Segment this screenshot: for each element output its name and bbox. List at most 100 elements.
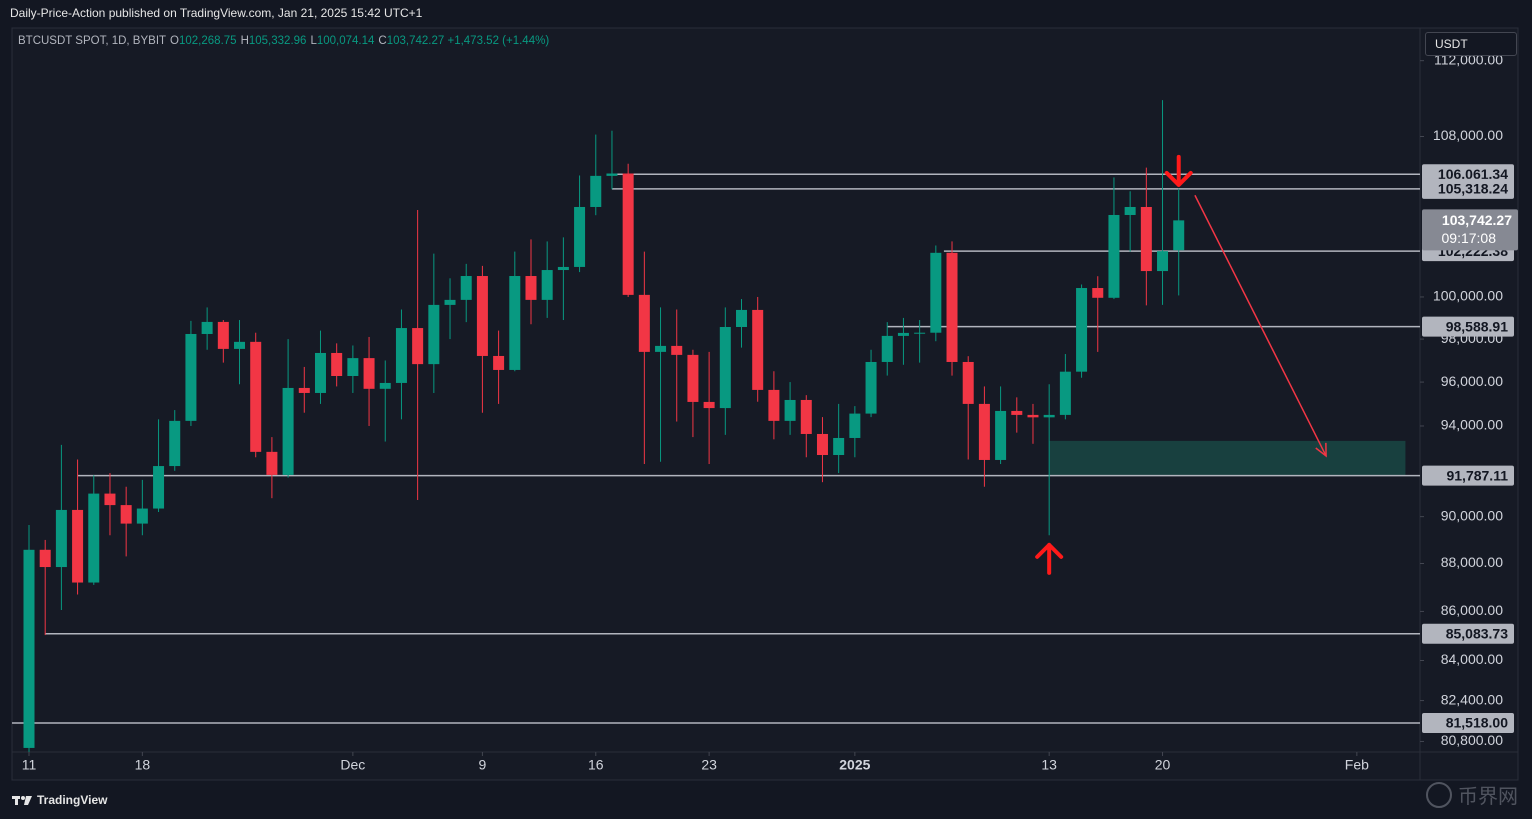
candle-body xyxy=(1173,220,1185,251)
candle-body xyxy=(428,304,440,365)
y-tick-label: 82,400.00 xyxy=(1441,691,1503,707)
candle-body xyxy=(574,206,586,267)
candle-body xyxy=(234,341,246,349)
brand: TradingView xyxy=(12,793,107,807)
projection-head xyxy=(1315,442,1327,458)
candle-body xyxy=(153,466,165,509)
level-label-box xyxy=(1422,465,1514,486)
candle-body xyxy=(622,173,634,295)
x-tick-label: 2025 xyxy=(839,757,870,773)
level-label: 91,787.11 xyxy=(1446,467,1508,483)
brand-name: TradingView xyxy=(37,793,108,807)
candle-body xyxy=(914,332,926,334)
candle-body xyxy=(120,505,132,524)
candle-body xyxy=(784,399,796,421)
candle-body xyxy=(590,175,602,207)
candle-body xyxy=(897,332,909,336)
chart-panel xyxy=(11,27,1519,781)
candle-body xyxy=(930,252,942,333)
y-tick-label: 96,000.00 xyxy=(1441,373,1503,389)
projection-line xyxy=(1194,194,1327,457)
candle-body xyxy=(509,276,521,370)
candle-body xyxy=(541,270,553,300)
candle-body xyxy=(1059,371,1071,415)
ohlc-key: C xyxy=(378,35,387,47)
y-tick-label: 100,000.00 xyxy=(1433,288,1503,304)
candle-body xyxy=(104,493,116,506)
candle-body xyxy=(881,335,893,362)
level-label-box xyxy=(1422,713,1514,734)
level-label: 98,588.91 xyxy=(1446,318,1508,334)
currency-button[interactable]: USDT xyxy=(1425,32,1517,56)
candle-body xyxy=(962,361,974,404)
x-tick-label: 9 xyxy=(479,757,487,773)
candle-body xyxy=(525,276,537,300)
y-tick-label: 90,000.00 xyxy=(1441,507,1503,523)
ohlc-key: H xyxy=(240,35,249,47)
candle-body xyxy=(136,508,148,524)
y-tick-label: 86,000.00 xyxy=(1441,602,1503,618)
candle-body xyxy=(266,451,278,475)
candle-body xyxy=(1157,251,1169,272)
arrow-marker xyxy=(1035,542,1064,575)
x-tick-label: Feb xyxy=(1345,757,1369,773)
candle-body xyxy=(72,509,84,583)
candle-body xyxy=(703,401,715,409)
level-label-box xyxy=(1422,316,1514,337)
candle-body xyxy=(88,493,100,583)
candle-body xyxy=(719,326,731,409)
candle-body xyxy=(363,358,375,389)
candle-body xyxy=(412,328,424,365)
level-label: 81,518.00 xyxy=(1446,715,1508,731)
x-tick-label: Dec xyxy=(340,757,365,773)
candle-body xyxy=(978,403,990,460)
y-tick-label: 80,800.00 xyxy=(1441,732,1503,748)
candle-body xyxy=(347,358,359,377)
candle-body xyxy=(395,328,407,383)
candle-body xyxy=(331,352,343,377)
candle-body xyxy=(638,294,650,352)
y-tick-label: 108,000.00 xyxy=(1433,127,1503,143)
candle-body xyxy=(687,354,699,402)
candle-body xyxy=(606,173,618,176)
candle-body xyxy=(314,352,326,393)
candle-body xyxy=(379,382,391,389)
ohlc-key: L xyxy=(310,35,317,47)
candle-body xyxy=(444,299,456,305)
target-zone xyxy=(1049,440,1406,476)
level-label: 105,318.24 xyxy=(1438,181,1508,197)
candle-body xyxy=(1076,288,1088,372)
candle-body xyxy=(1027,414,1039,418)
current-price-box xyxy=(1422,209,1518,251)
candle-body xyxy=(1140,206,1152,272)
candle-body xyxy=(1108,214,1120,298)
legend: BTCUSDT SPOT, 1D, BYBIT O102,268.75 H105,3… xyxy=(18,35,549,47)
x-tick-label: 18 xyxy=(135,757,151,773)
brand-logo xyxy=(12,796,32,805)
change: +1,473.52 (+1.44%) xyxy=(447,35,550,47)
candle-body xyxy=(23,549,35,748)
candle-body xyxy=(1124,206,1136,215)
candle-body xyxy=(185,333,197,421)
y-tick-label: 88,000.00 xyxy=(1441,554,1503,570)
countdown: 09:17:08 xyxy=(1442,230,1497,246)
candle-body xyxy=(557,266,569,271)
x-tick-label: 11 xyxy=(22,757,37,773)
candle-body xyxy=(298,387,310,393)
candle-body xyxy=(1011,410,1023,415)
level-label-box xyxy=(1422,623,1514,644)
candle-body xyxy=(1092,288,1104,298)
ohlc-key: O xyxy=(170,35,179,47)
candle-body xyxy=(460,276,472,300)
level-label-box xyxy=(1422,178,1514,199)
candle-body xyxy=(849,413,861,438)
candle-body xyxy=(736,309,748,327)
ohlc-value: 102,268.75 xyxy=(179,35,237,47)
ohlc-value: 100,074.14 xyxy=(316,35,375,47)
symbol: BTCUSDT SPOT, 1D, BYBIT xyxy=(18,35,167,47)
watermark-icon xyxy=(1426,781,1452,808)
candle-body xyxy=(201,321,213,334)
x-tick-label: 20 xyxy=(1155,757,1171,773)
candle-body xyxy=(217,321,229,349)
